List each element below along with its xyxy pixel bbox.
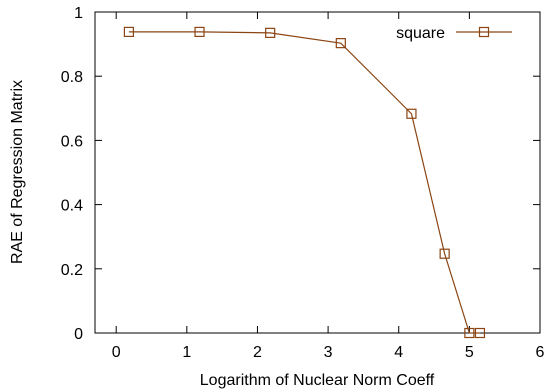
y-tick-label-3: 0.6 — [61, 133, 83, 150]
legend-label-square: square — [396, 25, 445, 42]
x-tick-label-6: 6 — [536, 344, 545, 361]
x-tick-label-4: 4 — [394, 344, 403, 361]
x-axis-label: Logarithm of Nuclear Norm Coeff — [200, 372, 435, 389]
data-point-0-6 — [464, 327, 475, 339]
x-tick-label-5: 5 — [465, 344, 474, 361]
data-point-0-7 — [474, 327, 486, 339]
plot-area-frame — [94, 11, 541, 334]
y-axis-label: RAE of Regression Matrix — [9, 80, 26, 264]
series-layer — [123, 26, 486, 339]
data-point-0-1 — [194, 26, 205, 38]
y-tick-label-5: 1 — [74, 5, 83, 22]
legend: square — [396, 25, 512, 42]
x-tick-label-2: 2 — [253, 344, 262, 361]
data-point-0-2 — [265, 27, 276, 38]
x-tick-label-3: 3 — [324, 344, 333, 361]
series-line-0 — [128, 31, 480, 334]
y-tick-label-4: 0.8 — [61, 69, 83, 86]
y-tick-label-0: 0 — [74, 326, 83, 343]
y-tick-label-2: 0.4 — [61, 198, 83, 215]
y-tick-label-1: 0.2 — [61, 262, 83, 279]
data-point-0-0 — [123, 26, 135, 38]
legend-marker-square — [478, 26, 490, 38]
x-tick-label-1: 1 — [182, 344, 191, 361]
x-tick-label-0: 0 — [112, 344, 121, 361]
data-point-0-4 — [406, 108, 417, 119]
axis-ticks: 0 1 2 3 4 5 6 0 0.2 0.4 0.6 0.8 1 — [61, 5, 545, 361]
data-point-0-3 — [335, 38, 346, 49]
data-point-0-5 — [439, 248, 450, 259]
